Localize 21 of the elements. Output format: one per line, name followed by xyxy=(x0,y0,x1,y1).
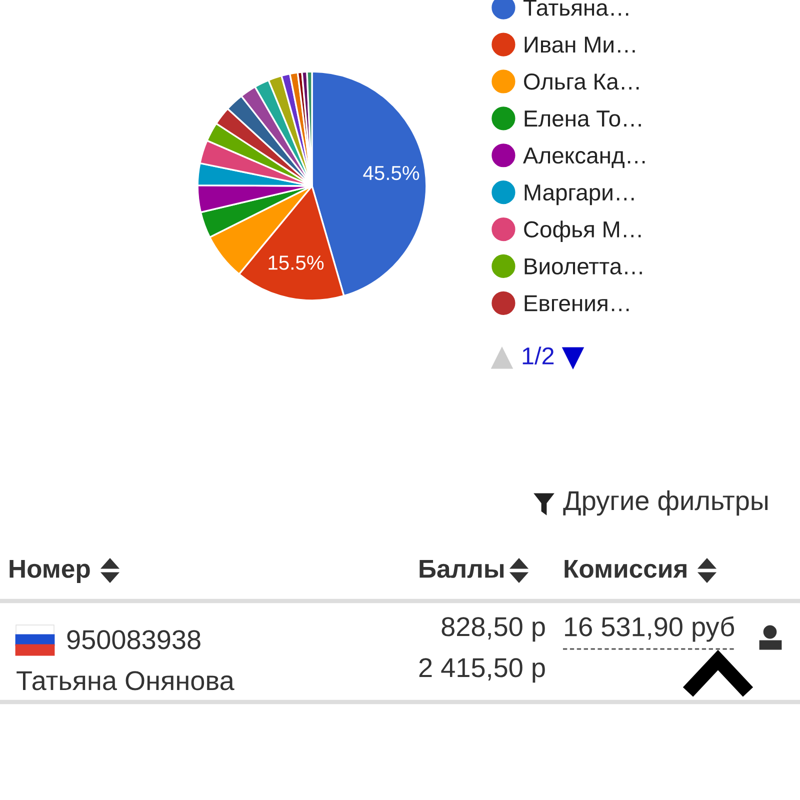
legend-label: Александ… xyxy=(522,148,645,168)
text: Баллы xyxy=(420,560,504,578)
text: 1/2 xyxy=(522,346,554,365)
legend-label: Ольга Ка… xyxy=(524,73,639,90)
legend-label: Софья М… xyxy=(524,220,641,242)
text: 16 531,90 руб xyxy=(565,616,734,642)
legend-label: Елена То… xyxy=(524,110,641,127)
legend-label: Татьяна… xyxy=(523,0,628,16)
text: 828,50 р xyxy=(442,617,545,642)
legend-label: Виолетта… xyxy=(524,258,642,274)
legend-label: Евгения… xyxy=(524,295,629,312)
legend-label: Иван Ми… xyxy=(524,36,635,53)
text: 950083938 xyxy=(67,630,200,650)
legend-label: Маргари… xyxy=(524,184,634,206)
data-label: 15.5% xyxy=(268,256,324,270)
text: 2 415,50 р xyxy=(419,658,545,683)
text: Номер xyxy=(10,560,90,583)
text: Комиссия xyxy=(564,560,686,578)
text: Другие фильтры xyxy=(563,490,768,516)
text: Татьяна Онянова xyxy=(16,671,234,690)
data-label: 45.5% xyxy=(363,166,420,180)
